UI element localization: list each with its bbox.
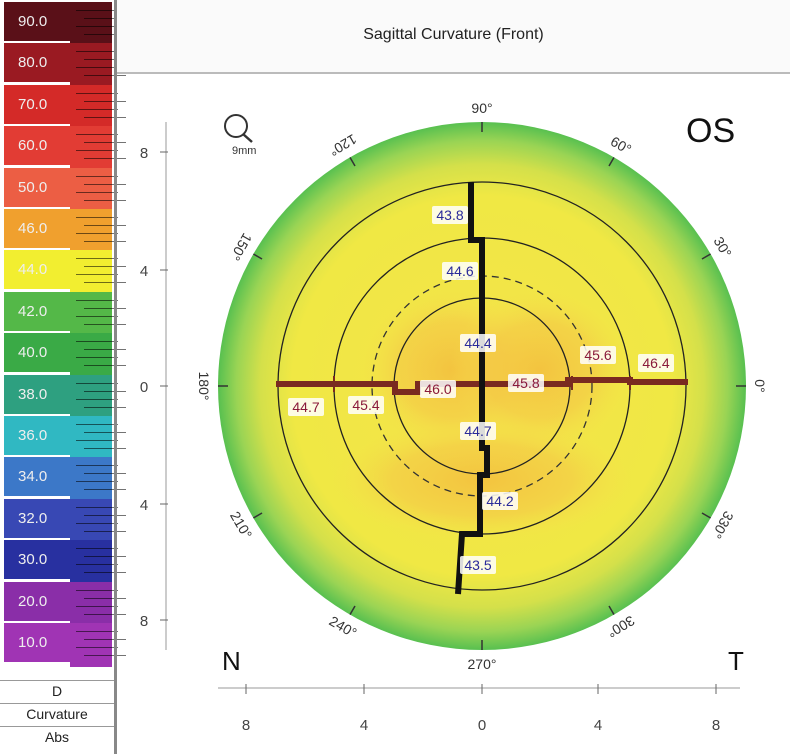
legend-swatch: 32.0 xyxy=(4,498,70,538)
legend-scale-bar xyxy=(70,126,126,171)
legend-scale-bar xyxy=(70,416,126,460)
legend-scale-bar xyxy=(70,540,126,585)
legend-swatch: 20.0 xyxy=(4,581,70,621)
angle-label: 60° xyxy=(608,133,634,157)
legend-scale-bar xyxy=(70,374,126,419)
legend-swatch: 50.0 xyxy=(4,167,70,207)
horizontal-reading: 46.0 xyxy=(424,381,451,397)
y-tick-label: 8 xyxy=(140,613,148,630)
legend-scale-bar xyxy=(70,43,126,88)
legend-scale-bar xyxy=(70,333,126,378)
legend-swatch: 40.0 xyxy=(4,333,70,373)
steep-zone-right xyxy=(450,290,630,450)
map-title: Sagittal Curvature (Front) xyxy=(363,26,544,43)
legend-scale-bar xyxy=(70,498,126,543)
angle-label: 90° xyxy=(471,100,492,116)
zoom-icon[interactable] xyxy=(224,114,253,143)
legend-swatch: 90.0 xyxy=(4,2,70,41)
legend-scale-bar xyxy=(70,623,126,667)
eye-label: OS xyxy=(686,112,735,150)
legend-scale-bar xyxy=(70,209,126,253)
x-tick-label: 0 xyxy=(478,717,486,734)
x-tick-label: 4 xyxy=(594,717,602,734)
legend-swatch: 70.0 xyxy=(4,84,70,124)
x-tick-label: 8 xyxy=(242,717,250,734)
nasal-label: N xyxy=(222,646,241,676)
legend-scale-bar xyxy=(70,291,126,336)
legend-scale-bar xyxy=(70,250,126,295)
legend-type: Curvature xyxy=(0,703,114,725)
legend-swatch: 42.0 xyxy=(4,291,70,331)
legend-swatch: 80.0 xyxy=(4,43,70,83)
legend-swatch: 44.0 xyxy=(4,250,70,290)
temporal-label: T xyxy=(728,646,744,676)
legend-swatch: 34.0 xyxy=(4,457,70,497)
vertical-reading: 44.4 xyxy=(464,335,491,351)
vertical-reading: 43.8 xyxy=(436,207,463,223)
color-scale-legend: 90.0 80.0 70.0 60.0 50.0 46.0 44.0 42.0 40.0 38.0… xyxy=(0,0,126,754)
angle-label: 270° xyxy=(468,656,497,672)
vertical-reading: 43.5 xyxy=(464,557,491,573)
zoom-label: 9mm xyxy=(232,145,256,157)
x-tick-label: 4 xyxy=(360,717,368,734)
legend-swatch: 36.0 xyxy=(4,416,70,455)
x-axis: 8 4 0 4 8 xyxy=(242,684,720,734)
legend-scale-bar xyxy=(70,457,126,502)
legend-scale-bar xyxy=(70,581,126,626)
legend-swatch: 46.0 xyxy=(4,209,70,248)
vertical-reading: 44.6 xyxy=(446,263,473,279)
angle-label: 0° xyxy=(752,379,768,392)
horizontal-reading: 45.8 xyxy=(512,375,539,391)
legend-swatch: 38.0 xyxy=(4,374,70,414)
legend-mode: Abs xyxy=(0,726,114,748)
title-bar: Sagittal Curvature (Front) xyxy=(117,0,790,74)
horizontal-reading: 45.4 xyxy=(352,397,379,413)
legend-scale-bar xyxy=(70,167,126,212)
horizontal-reading: 46.4 xyxy=(642,355,669,371)
vertical-reading: 44.2 xyxy=(486,493,513,509)
legend-unit: D xyxy=(0,680,114,702)
angle-label: 180° xyxy=(196,372,212,401)
horizontal-reading: 45.6 xyxy=(584,347,611,363)
vertical-reading: 44.7 xyxy=(464,423,491,439)
y-tick-label: 4 xyxy=(140,263,148,280)
panel-divider xyxy=(114,0,117,754)
legend-swatch: 10.0 xyxy=(4,623,70,662)
y-tick-label: 4 xyxy=(140,497,148,514)
legend-swatch: 30.0 xyxy=(4,540,70,580)
vertical-meridian xyxy=(455,182,490,595)
x-tick-label: 8 xyxy=(712,717,720,734)
angle-label: 30° xyxy=(711,234,735,260)
y-tick-label: 0 xyxy=(140,379,148,396)
legend-swatch: 60.0 xyxy=(4,126,70,166)
y-axis: 8 4 0 4 8 xyxy=(140,145,168,630)
y-tick-label: 8 xyxy=(140,145,148,162)
horizontal-reading: 44.7 xyxy=(292,399,319,415)
curvature-readings: 44.7 45.4 46.0 45.8 45.6 46.4 43.8 44.6 44.4 44.7… xyxy=(288,206,674,574)
legend-scale-bar xyxy=(70,84,126,129)
legend-scale-bar xyxy=(70,2,126,46)
